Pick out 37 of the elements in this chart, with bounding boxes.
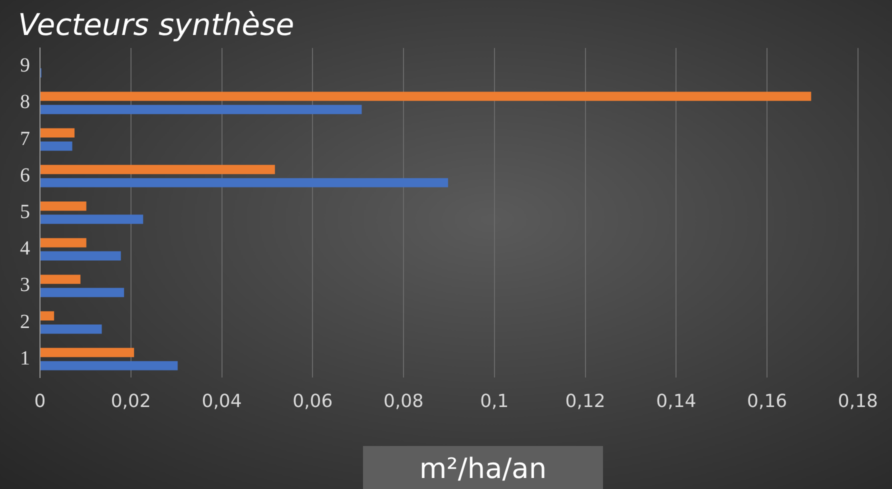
bar [40,324,102,334]
y-tick-label: 3 [20,274,30,296]
bar [40,92,812,101]
x-axis-title: m²/ha/an [363,446,603,489]
bar [40,361,178,370]
y-tick-label: 5 [20,200,30,223]
y-tick-label: 1 [20,347,30,370]
bar [40,274,80,284]
x-tick-label: 0 [34,390,46,412]
y-tick-label: 9 [20,54,30,77]
bar [40,214,144,224]
chart-title: Vecteurs synthèse [18,8,294,43]
x-tick-label: 0,04 [202,390,242,412]
bar [40,104,362,114]
bar [40,288,124,298]
bar [40,178,448,188]
x-tick-label: 0,06 [292,390,333,412]
y-tick-label: 7 [20,128,30,150]
x-tick-label: 0,18 [838,390,878,412]
y-tick-label: 2 [20,310,30,333]
x-tick-label: 0,16 [747,390,788,412]
bar [40,128,75,138]
y-tick-label: 8 [20,91,30,114]
x-tick-label: 0,02 [110,390,151,412]
x-tick-label: 0,1 [480,390,509,412]
y-tick-label: 6 [20,164,30,186]
x-tick-label: 0,08 [384,390,424,412]
bar [40,164,275,174]
bar [40,141,72,151]
y-tick-label: 4 [20,238,30,260]
bar [40,311,54,321]
bar [40,238,86,248]
x-tick-label: 0,12 [565,390,606,412]
x-tick-label: 0,14 [656,390,696,412]
bar [40,348,134,358]
bar [40,251,121,260]
bar [40,202,86,211]
